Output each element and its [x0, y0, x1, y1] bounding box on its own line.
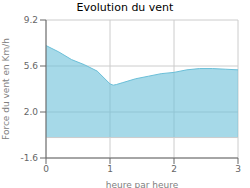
svg-text:-1.6: -1.6: [20, 153, 38, 163]
svg-text:0: 0: [43, 164, 49, 174]
svg-text:2: 2: [171, 164, 177, 174]
html-text:Evolution du vent: Evolution du vent: [76, 1, 174, 14]
svg-text:2.0: 2.0: [24, 107, 39, 117]
svg-text:3: 3: [235, 164, 241, 174]
svg-text:1: 1: [107, 164, 113, 174]
svg-text:9.2: 9.2: [24, 16, 38, 25]
svg-text:Force du vent en Km/h: Force du vent en Km/h: [8, 38, 11, 140]
svg-text:5.6: 5.6: [24, 61, 39, 71]
svg-text:heure par heure: heure par heure: [106, 180, 179, 188]
